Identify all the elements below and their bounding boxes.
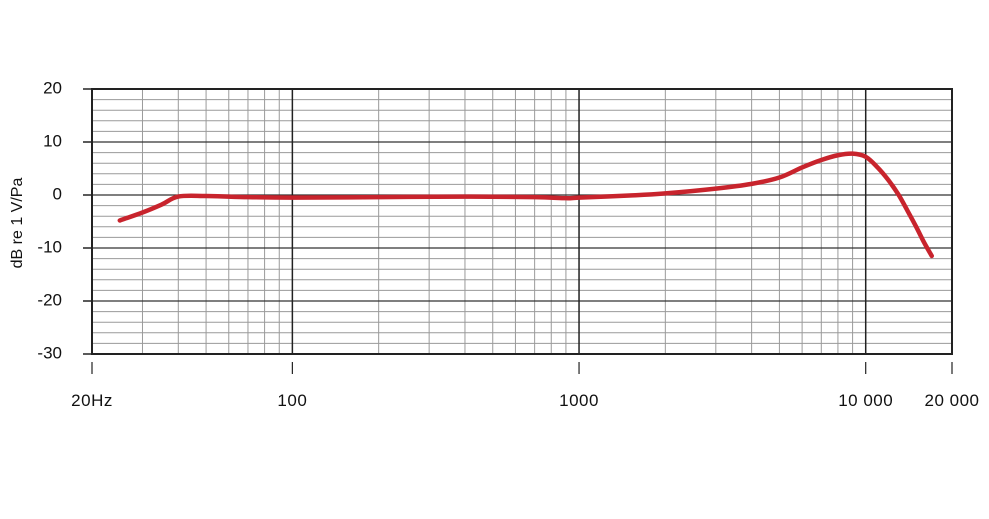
x-tick-label: 1000	[559, 391, 599, 410]
x-axis-ticks: 20Hz 100 1000 10 000 20 000	[71, 362, 979, 410]
x-tick-label: 10 000	[838, 391, 893, 410]
y-axis-label: dB re 1 V/Pa	[9, 178, 26, 269]
y-tick-label: 10	[43, 131, 62, 150]
minor-grid	[91, 89, 953, 354]
series-layer	[117, 151, 935, 259]
y-tick-label: -20	[37, 290, 62, 309]
plot-frame	[91, 88, 953, 355]
major-grid	[92, 88, 952, 355]
y-axis-ticks: 20 10 0 -10 -20 -30	[37, 78, 92, 362]
y-tick-label: 20	[43, 78, 62, 97]
x-tick-label: 20Hz	[71, 391, 113, 410]
x-tick-label: 20 000	[925, 391, 980, 410]
series-line	[117, 151, 935, 259]
y-tick-label: -10	[37, 237, 62, 256]
y-tick-label: -30	[37, 343, 62, 362]
y-tick-label: 0	[53, 184, 62, 203]
x-tick-label: 100	[277, 391, 307, 410]
